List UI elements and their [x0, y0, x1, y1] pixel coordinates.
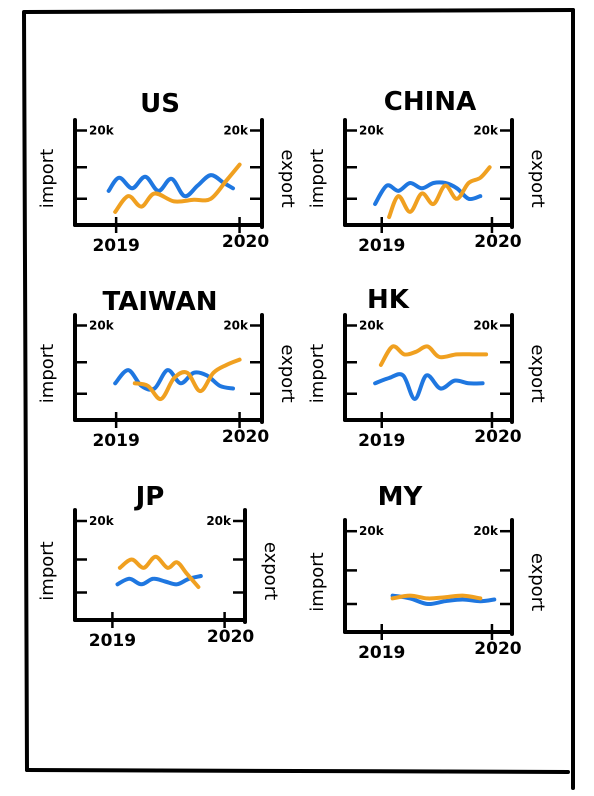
tick-marks — [345, 529, 512, 640]
chart-panel: HK 20k 20k 2019 2020 import export — [307, 285, 548, 451]
tick-marks — [75, 324, 262, 428]
chart-title: US — [140, 89, 180, 119]
chart-panel: US 20k 20k 2019 2020 import export — [37, 89, 298, 256]
left-axis-label: import — [307, 344, 328, 403]
tick-marks — [75, 129, 262, 233]
x-start-label: 2019 — [358, 236, 405, 256]
right-axis-label: export — [277, 149, 298, 207]
series-line-export — [113, 162, 242, 214]
x-start-label: 2019 — [89, 631, 136, 651]
series-line-export — [117, 554, 201, 589]
chart-panel: JP 20k 20k 2019 2020 import export — [37, 482, 281, 651]
left-top-tick-label: 20k — [89, 124, 115, 138]
axes — [343, 518, 514, 636]
left-axis-label: import — [307, 552, 328, 611]
left-axis-label: import — [37, 344, 58, 403]
left-axis-label: import — [37, 149, 58, 208]
left-top-tick-label: 20k — [359, 524, 385, 538]
x-end-label: 2020 — [207, 627, 254, 647]
x-start-label: 2019 — [92, 431, 139, 451]
x-start-label: 2019 — [358, 643, 405, 663]
series-line-import — [373, 372, 485, 401]
x-end-label: 2020 — [222, 232, 269, 252]
x-start-label: 2019 — [92, 236, 139, 256]
right-axis-label: export — [260, 542, 281, 600]
chart-title: JP — [134, 482, 165, 512]
left-top-tick-label: 20k — [89, 319, 115, 333]
series-line-import — [115, 574, 203, 587]
right-top-tick-label: 20k — [223, 319, 249, 333]
axes — [73, 508, 247, 624]
series-line-export — [132, 357, 242, 402]
left-top-tick-label: 20k — [89, 514, 115, 528]
right-top-tick-label: 20k — [473, 124, 499, 138]
chart-title: TAIWAN — [103, 287, 218, 317]
x-end-label: 2020 — [222, 427, 269, 447]
left-axis-label: import — [37, 541, 58, 600]
chart-title: CHINA — [384, 87, 476, 117]
right-top-tick-label: 20k — [473, 319, 499, 333]
axes — [73, 118, 264, 229]
series-line-import — [390, 593, 497, 607]
right-top-tick-label: 20k — [206, 514, 232, 528]
tick-marks — [345, 324, 512, 428]
chart-title: MY — [378, 482, 424, 512]
chart-panel: CHINA 20k 20k 2019 2020 import export — [307, 87, 548, 256]
series-line-export — [378, 344, 489, 367]
chart-panel: MY 20k 20k 2019 2020 import export — [307, 482, 548, 663]
axes — [343, 313, 514, 424]
x-end-label: 2020 — [474, 232, 521, 252]
right-top-tick-label: 20k — [473, 524, 499, 538]
series-line-export — [387, 165, 492, 220]
tick-marks — [345, 129, 512, 233]
x-start-label: 2019 — [358, 431, 405, 451]
right-axis-label: export — [527, 344, 548, 402]
series-line-import — [106, 173, 235, 199]
left-top-tick-label: 20k — [359, 124, 385, 138]
page-frame — [22, 8, 575, 790]
right-axis-label: export — [527, 553, 548, 611]
chart-title: HK — [367, 285, 410, 315]
right-top-tick-label: 20k — [223, 124, 249, 138]
axes — [343, 118, 514, 229]
tick-marks — [75, 519, 245, 628]
series-line-export — [390, 593, 483, 601]
x-end-label: 2020 — [474, 639, 521, 659]
right-axis-label: export — [277, 344, 298, 402]
axes — [73, 313, 264, 424]
left-top-tick-label: 20k — [359, 319, 385, 333]
x-end-label: 2020 — [474, 427, 521, 447]
right-axis-label: export — [527, 149, 548, 207]
left-axis-label: import — [307, 149, 328, 208]
chart-panel: TAIWAN 20k 20k 2019 2020 import export — [37, 287, 298, 451]
